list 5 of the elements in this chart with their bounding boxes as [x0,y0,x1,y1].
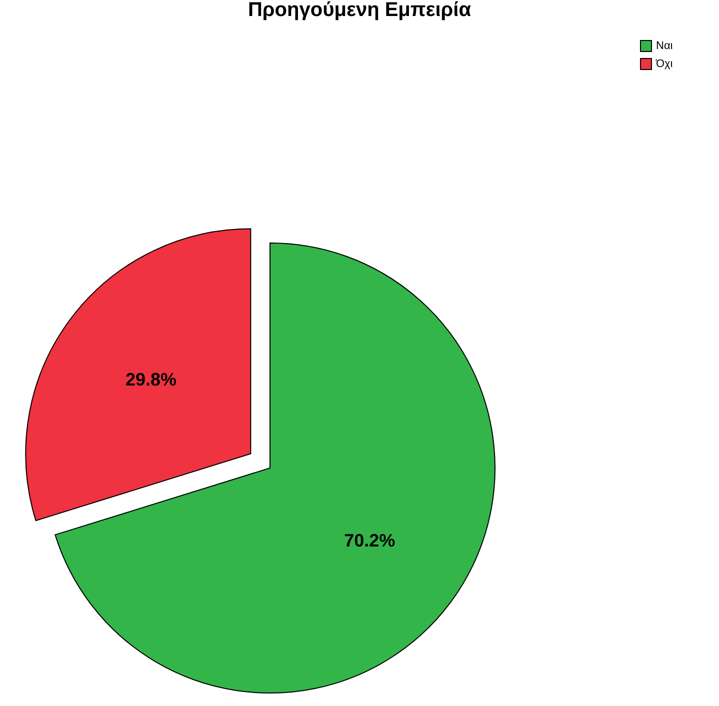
legend-label: Όχι [655,58,674,70]
legend-label: Ναι [656,40,674,52]
data-label: 29.8% [125,369,177,390]
data-label: 70.2% [344,530,396,550]
chart-title: Προηγούμενη Εμπειρία [248,0,472,21]
